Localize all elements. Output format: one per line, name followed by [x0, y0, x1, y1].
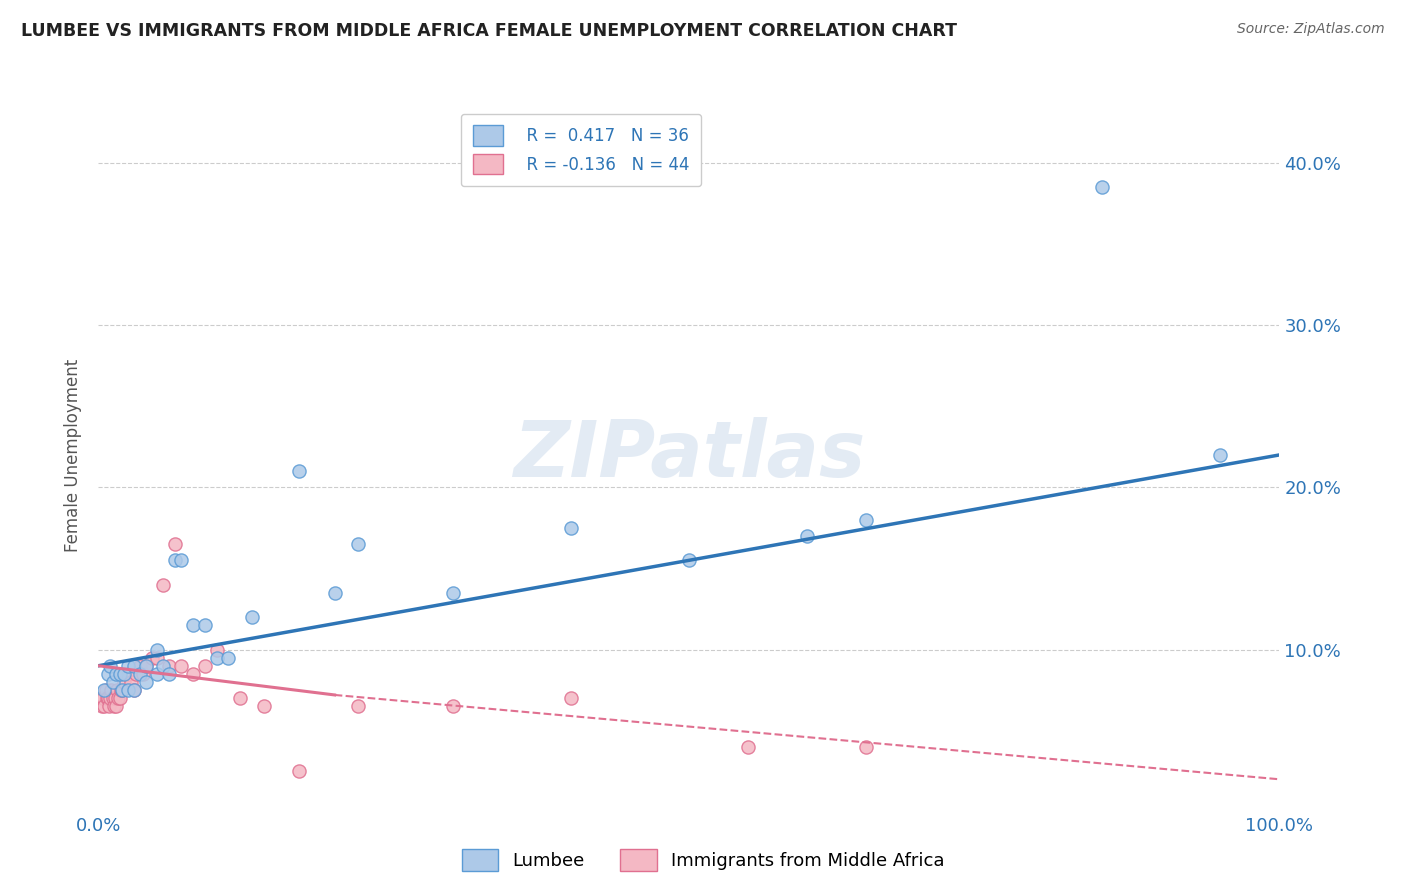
Point	[110, 683, 132, 698]
Point	[105, 699, 128, 714]
Point	[441, 586, 464, 600]
Point	[98, 699, 121, 714]
Point	[125, 666, 148, 681]
Point	[121, 675, 143, 690]
Point	[253, 699, 276, 714]
Point	[288, 464, 311, 478]
Point	[98, 691, 121, 706]
Point	[93, 699, 115, 714]
Point	[91, 699, 114, 714]
Point	[217, 650, 239, 665]
Point	[117, 658, 139, 673]
Point	[560, 691, 582, 706]
Point	[141, 650, 163, 665]
Point	[288, 764, 311, 779]
Legend: Lumbee, Immigrants from Middle Africa: Lumbee, Immigrants from Middle Africa	[454, 842, 952, 879]
Text: ZIPatlas: ZIPatlas	[513, 417, 865, 493]
Point	[441, 699, 464, 714]
Point	[96, 691, 118, 706]
Point	[97, 691, 120, 706]
Point	[194, 658, 217, 673]
Point	[152, 577, 174, 591]
Point	[101, 675, 124, 690]
Point	[157, 658, 180, 673]
Point	[117, 666, 139, 681]
Point	[194, 618, 217, 632]
Point	[108, 666, 131, 681]
Point	[132, 666, 155, 681]
Point	[170, 553, 193, 567]
Point	[107, 691, 129, 706]
Point	[347, 699, 370, 714]
Legend:   R =  0.417   N = 36,   R = -0.136   N = 44: R = 0.417 N = 36, R = -0.136 N = 44	[461, 113, 702, 186]
Point	[146, 666, 169, 681]
Point	[94, 683, 117, 698]
Point	[323, 586, 346, 600]
Point	[112, 666, 135, 681]
Point	[165, 553, 187, 567]
Point	[135, 658, 157, 673]
Text: LUMBEE VS IMMIGRANTS FROM MIDDLE AFRICA FEMALE UNEMPLOYMENT CORRELATION CHART: LUMBEE VS IMMIGRANTS FROM MIDDLE AFRICA …	[21, 22, 957, 40]
Point	[135, 675, 157, 690]
Y-axis label: Female Unemployment: Female Unemployment	[65, 359, 83, 551]
Point	[855, 513, 877, 527]
Point	[146, 650, 169, 665]
Point	[103, 699, 125, 714]
Point	[91, 691, 114, 706]
Point	[122, 683, 145, 698]
Point	[93, 683, 115, 698]
Point	[104, 691, 127, 706]
Point	[105, 666, 128, 681]
Point	[1209, 448, 1232, 462]
Point	[240, 610, 263, 624]
Point	[229, 691, 252, 706]
Point	[128, 666, 150, 681]
Point	[108, 691, 131, 706]
Point	[146, 642, 169, 657]
Point	[796, 529, 818, 543]
Point	[111, 683, 134, 698]
Point	[181, 666, 204, 681]
Point	[101, 691, 124, 706]
Point	[737, 739, 759, 754]
Point	[165, 537, 187, 551]
Point	[105, 683, 128, 698]
Point	[128, 658, 150, 673]
Point	[170, 658, 193, 673]
Point	[1091, 180, 1114, 194]
Point	[205, 650, 228, 665]
Point	[122, 683, 145, 698]
Point	[117, 683, 139, 698]
Point	[678, 553, 700, 567]
Point	[98, 658, 121, 673]
Point	[157, 666, 180, 681]
Point	[97, 666, 120, 681]
Point	[152, 658, 174, 673]
Point	[205, 642, 228, 657]
Point	[112, 675, 135, 690]
Point	[100, 683, 122, 698]
Point	[135, 658, 157, 673]
Point	[855, 739, 877, 754]
Point	[181, 618, 204, 632]
Point	[111, 683, 134, 698]
Point	[560, 521, 582, 535]
Point	[347, 537, 370, 551]
Point	[90, 691, 112, 706]
Text: Source: ZipAtlas.com: Source: ZipAtlas.com	[1237, 22, 1385, 37]
Point	[122, 658, 145, 673]
